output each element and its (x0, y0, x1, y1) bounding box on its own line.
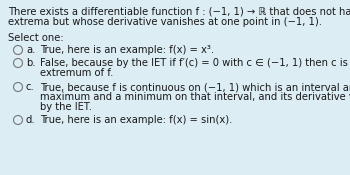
Text: c.: c. (26, 82, 35, 92)
Text: a.: a. (26, 45, 35, 55)
Text: extrema but whose derivative vanishes at one point in (−1, 1).: extrema but whose derivative vanishes at… (8, 17, 322, 27)
Text: There exists a differentiable function f : (−1, 1) → ℝ that does not have any lo: There exists a differentiable function f… (8, 7, 350, 17)
Text: maximum and a minimum on that interval, and its derivative vanishes at these poi: maximum and a minimum on that interval, … (40, 92, 350, 102)
Text: by the IET.: by the IET. (40, 102, 92, 112)
Text: True, because f is continuous on (−1, 1) which is an interval and thus it has a: True, because f is continuous on (−1, 1)… (40, 82, 350, 92)
Text: True, here is an example: f(x) = x³.: True, here is an example: f(x) = x³. (40, 45, 214, 55)
Text: d.: d. (26, 115, 36, 125)
Text: b.: b. (26, 58, 35, 68)
Text: extremum of f.: extremum of f. (40, 68, 113, 78)
Text: False, because by the IET if f′(c) = 0 with c ∈ (−1, 1) then c is at least a loc: False, because by the IET if f′(c) = 0 w… (40, 58, 350, 68)
Text: True, here is an example: f(x) = sin(x).: True, here is an example: f(x) = sin(x). (40, 115, 232, 125)
Text: Select one:: Select one: (8, 33, 64, 43)
